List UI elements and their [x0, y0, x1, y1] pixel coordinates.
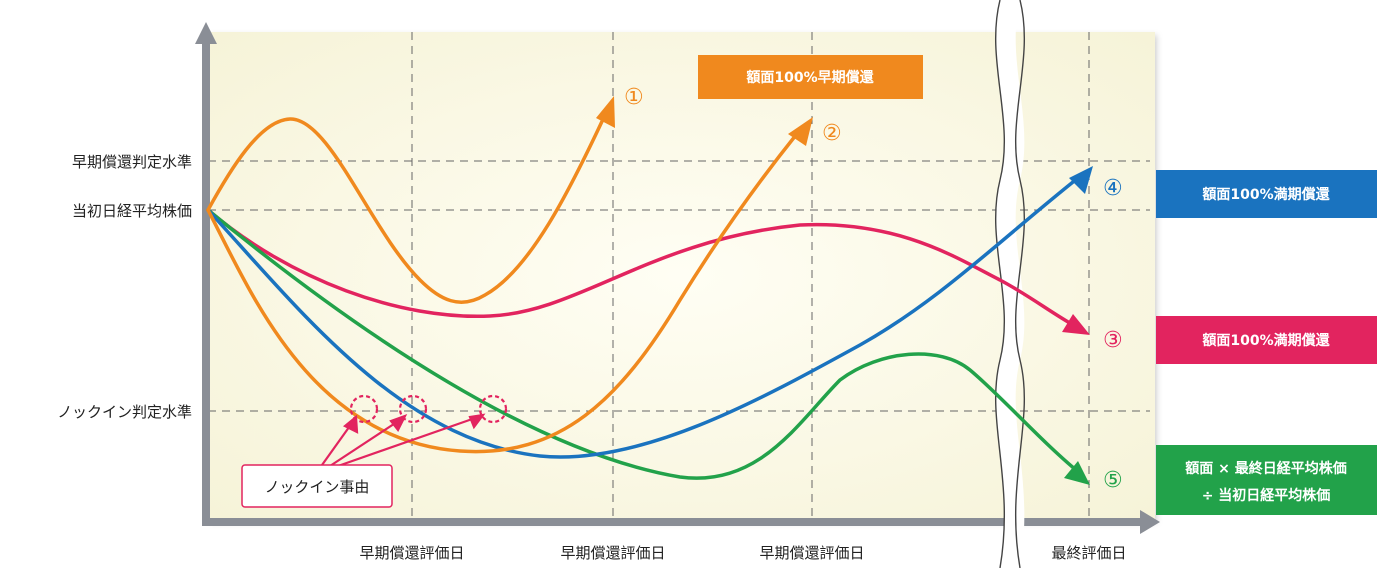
initial-price-label: 当初日経平均株価 — [72, 202, 192, 220]
y-axis-arrow — [195, 22, 217, 44]
knock-in-event-box — [241, 464, 393, 508]
knock-in-markers — [349, 394, 508, 424]
knock-in-circle-1 — [349, 394, 379, 424]
curve-4 — [206, 176, 1080, 459]
curve-1 — [206, 113, 607, 304]
outcome-early-text: 額面100%早期償還 — [745, 69, 874, 86]
curve-2 — [206, 133, 798, 454]
x-axis-arrow — [1140, 510, 1160, 534]
scenario-number-4: ④ — [1103, 176, 1123, 201]
knock-in-pointers — [321, 413, 486, 468]
curve-5 — [206, 208, 1078, 480]
outcome-maturity-red-badge: 額面100%満期償還 — [1156, 316, 1377, 364]
scenario-number-2: ② — [822, 121, 842, 146]
curve-3 — [206, 208, 1077, 328]
arrowhead-5 — [1064, 461, 1090, 485]
knock-in-level-label: ノックイン判定水準 — [57, 403, 192, 421]
y-axis — [202, 42, 210, 526]
x-label-final: 最終評価日 — [1051, 544, 1126, 562]
x-label-3: 早期償還評価日 — [759, 544, 864, 562]
x-axis — [202, 518, 1142, 526]
axes — [195, 22, 1160, 534]
outcome-maturity-blue-text: 額面100%満期償還 — [1201, 186, 1330, 203]
x-label-1: 早期償還評価日 — [359, 544, 464, 562]
outcome-maturity-blue-badge: 額面100%満期償還 — [1156, 170, 1377, 218]
arrowhead-3 — [1062, 314, 1090, 335]
scenario-number-1: ① — [624, 85, 644, 110]
curve-arrowheads — [596, 96, 1093, 485]
outcome-maturity-red-text: 額面100%満期償還 — [1201, 332, 1330, 349]
scenario-number-3: ③ — [1103, 328, 1123, 353]
knock-in-circle-2 — [398, 394, 428, 424]
outcome-green-badge: 額面 × 最終日経平均株価 ÷ 当初日経平均株価 — [1156, 445, 1377, 515]
level-lines — [208, 160, 1150, 412]
plot-area — [208, 32, 1155, 520]
outcome-green-line1: 額面 × 最終日経平均株価 — [1184, 460, 1346, 477]
outcome-early-badge: 額面100%早期償還 — [698, 55, 923, 99]
date-lines — [411, 32, 1090, 520]
knock-in-circle-3 — [478, 394, 508, 424]
arrowhead-1 — [596, 96, 615, 128]
x-label-2: 早期償還評価日 — [560, 544, 665, 562]
early-redemption-level-label: 早期償還判定水準 — [72, 153, 192, 171]
scenario-curves — [206, 113, 1080, 480]
knock-in-event-label: ノックイン事由 — [265, 478, 370, 496]
arrowhead-2 — [788, 117, 813, 146]
arrowhead-4 — [1069, 166, 1093, 194]
outcome-green-line2: ÷ 当初日経平均株価 — [1202, 487, 1331, 504]
scenario-number-5: ⑤ — [1103, 468, 1123, 493]
